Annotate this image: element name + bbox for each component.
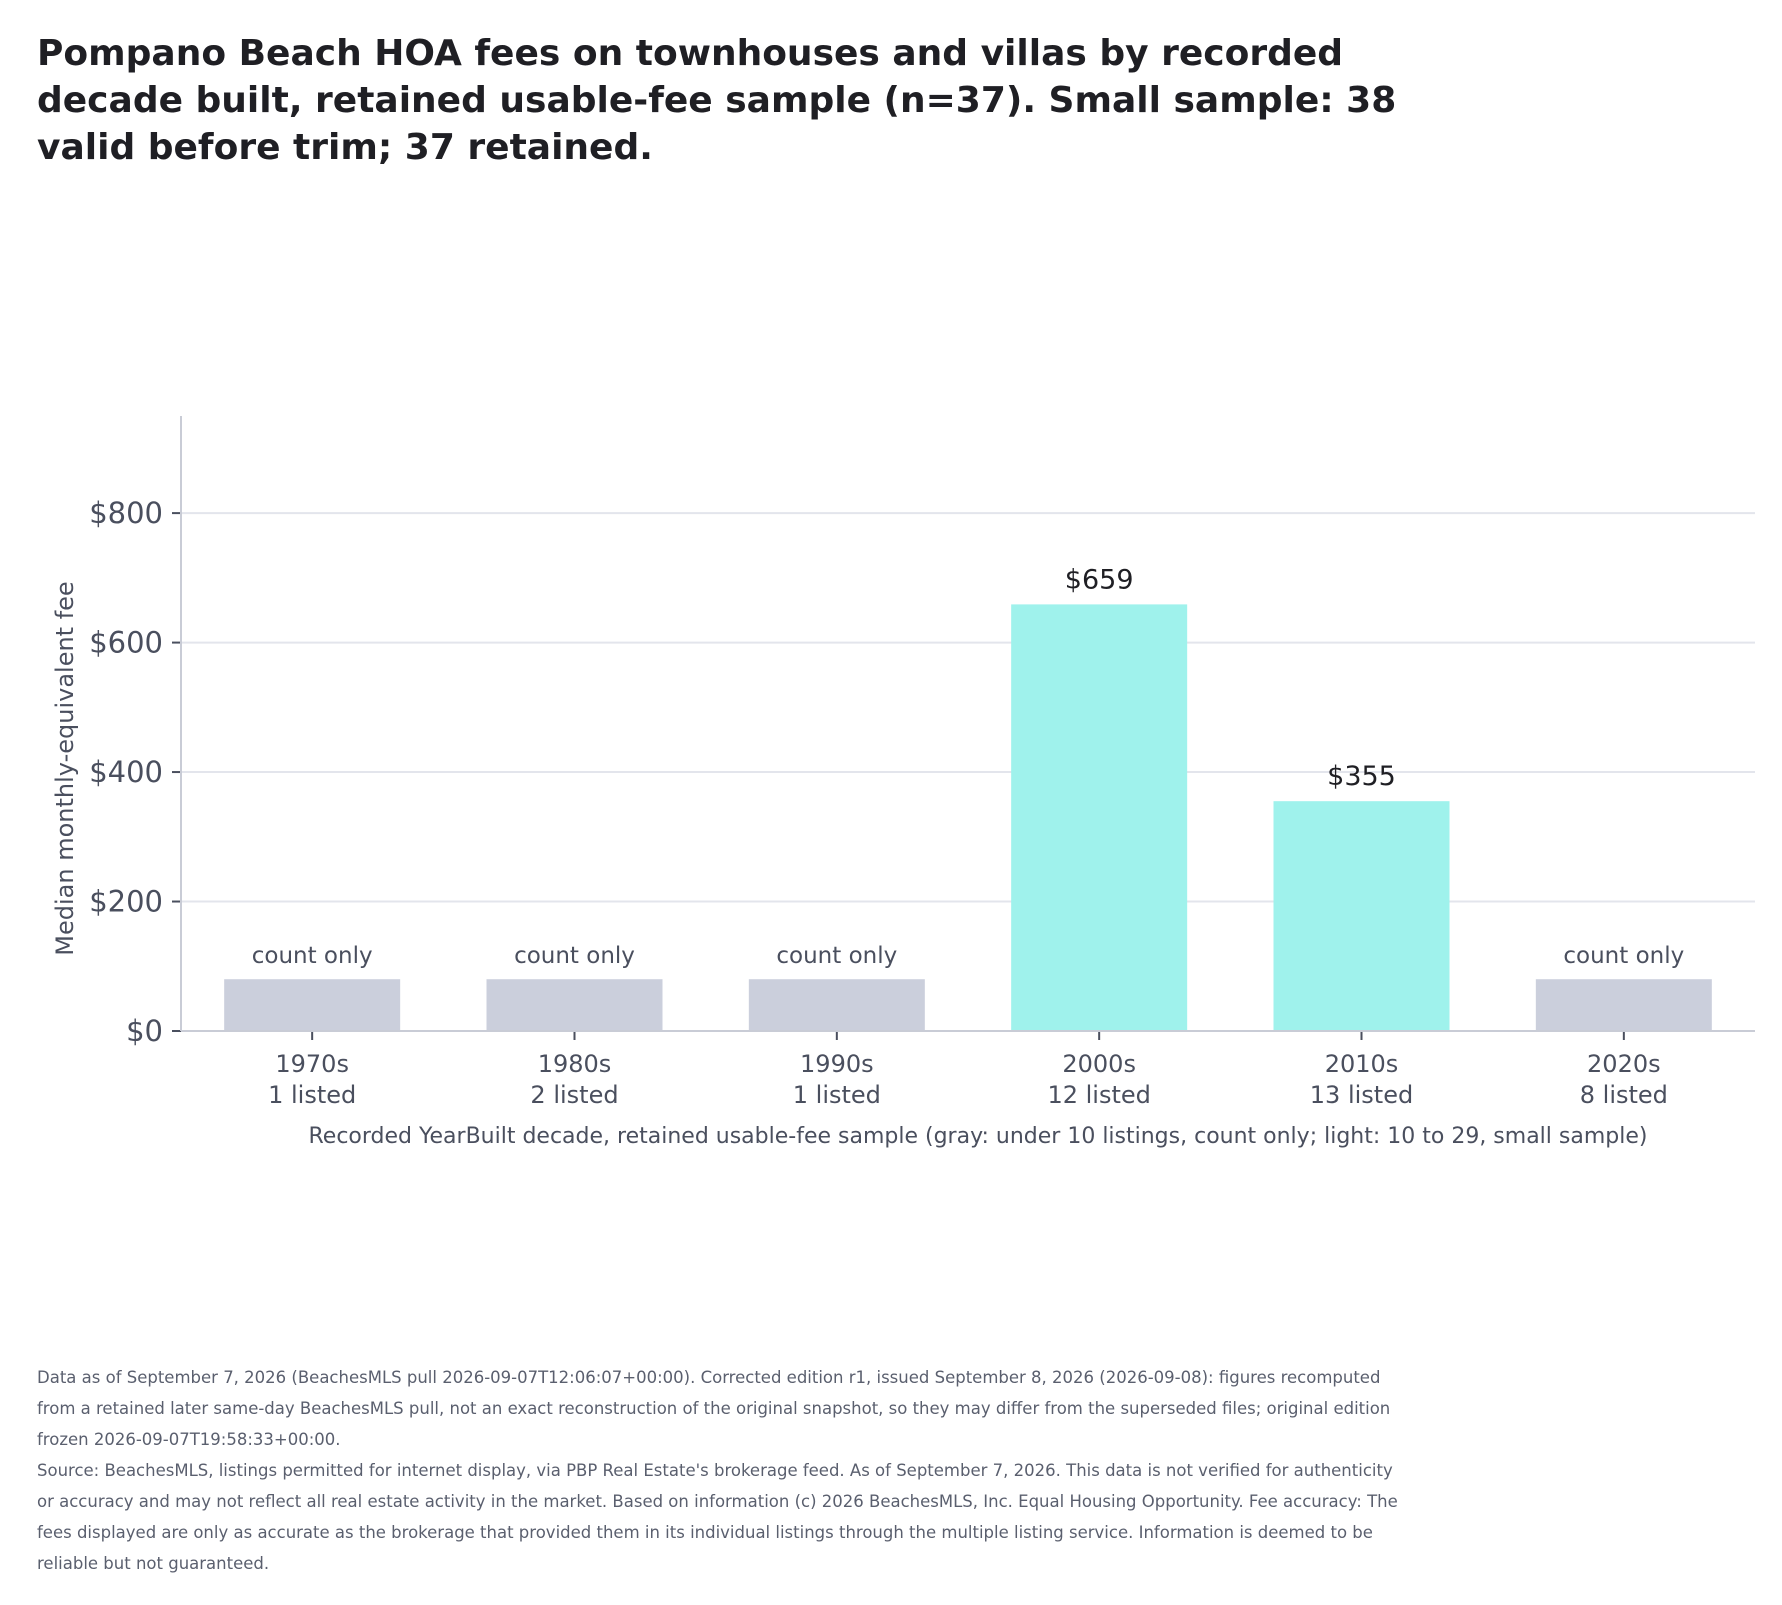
x-tick-label: 2010s [1325, 1050, 1399, 1078]
y-axis-title: Median monthly-equivalent fee [51, 581, 79, 955]
bar-2010s [1273, 801, 1450, 1031]
x-tick-count-label: 1 listed [793, 1081, 881, 1109]
bar-2020s [1535, 979, 1712, 1031]
bar-1970s [224, 979, 401, 1031]
x-tick-count-label: 2 listed [530, 1081, 618, 1109]
labels: $0 $200 $400 $600 $800 count only 1970s 1 liste… [89, 496, 1684, 1109]
x-tick-count-label: 13 listed [1310, 1081, 1413, 1109]
x-tick-label: 2020s [1587, 1050, 1661, 1078]
chart-title: Pompano Beach HOA fees on townhouses and… [37, 33, 1397, 168]
y-tick-label: $400 [89, 755, 163, 789]
bar-value-label: $659 [1065, 564, 1134, 595]
source-disclaimer: Source: BeachesMLS, listings permitted f… [37, 1461, 1398, 1573]
x-tick-count-label: 1 listed [268, 1081, 356, 1109]
x-tick-label: 2000s [1062, 1050, 1136, 1078]
bar-value-label: $355 [1327, 761, 1396, 792]
bar-1980s [486, 979, 663, 1031]
x-axis-title: Recorded YearBuilt decade, retained usab… [309, 1124, 1648, 1149]
axes [180, 416, 1755, 1032]
data-edition-note: Data as of September 7, 2026 (BeachesMLS… [37, 1368, 1391, 1449]
footer-notes: Data as of September 7, 2026 (BeachesMLS… [37, 1362, 1407, 1579]
y-tick-label: $200 [89, 885, 163, 919]
x-tick-label: 1970s [275, 1050, 349, 1078]
bar-2000s [1011, 604, 1188, 1031]
y-tick-label: $600 [89, 626, 163, 660]
bar-value-label: count only [776, 943, 897, 969]
bar-value-label: count only [252, 943, 373, 969]
x-tick-label: 1980s [538, 1050, 612, 1078]
bar-1990s [748, 979, 925, 1031]
x-tick-count-label: 8 listed [1580, 1081, 1668, 1109]
bars [224, 604, 1712, 1031]
y-tick-label: $0 [126, 1014, 163, 1048]
gridlines [172, 512, 1755, 1040]
bar-value-label: count only [1563, 943, 1684, 969]
x-tick-label: 1990s [800, 1050, 874, 1078]
x-tick-count-label: 12 listed [1047, 1081, 1150, 1109]
y-tick-label: $800 [89, 496, 163, 530]
bar-value-label: count only [514, 943, 635, 969]
